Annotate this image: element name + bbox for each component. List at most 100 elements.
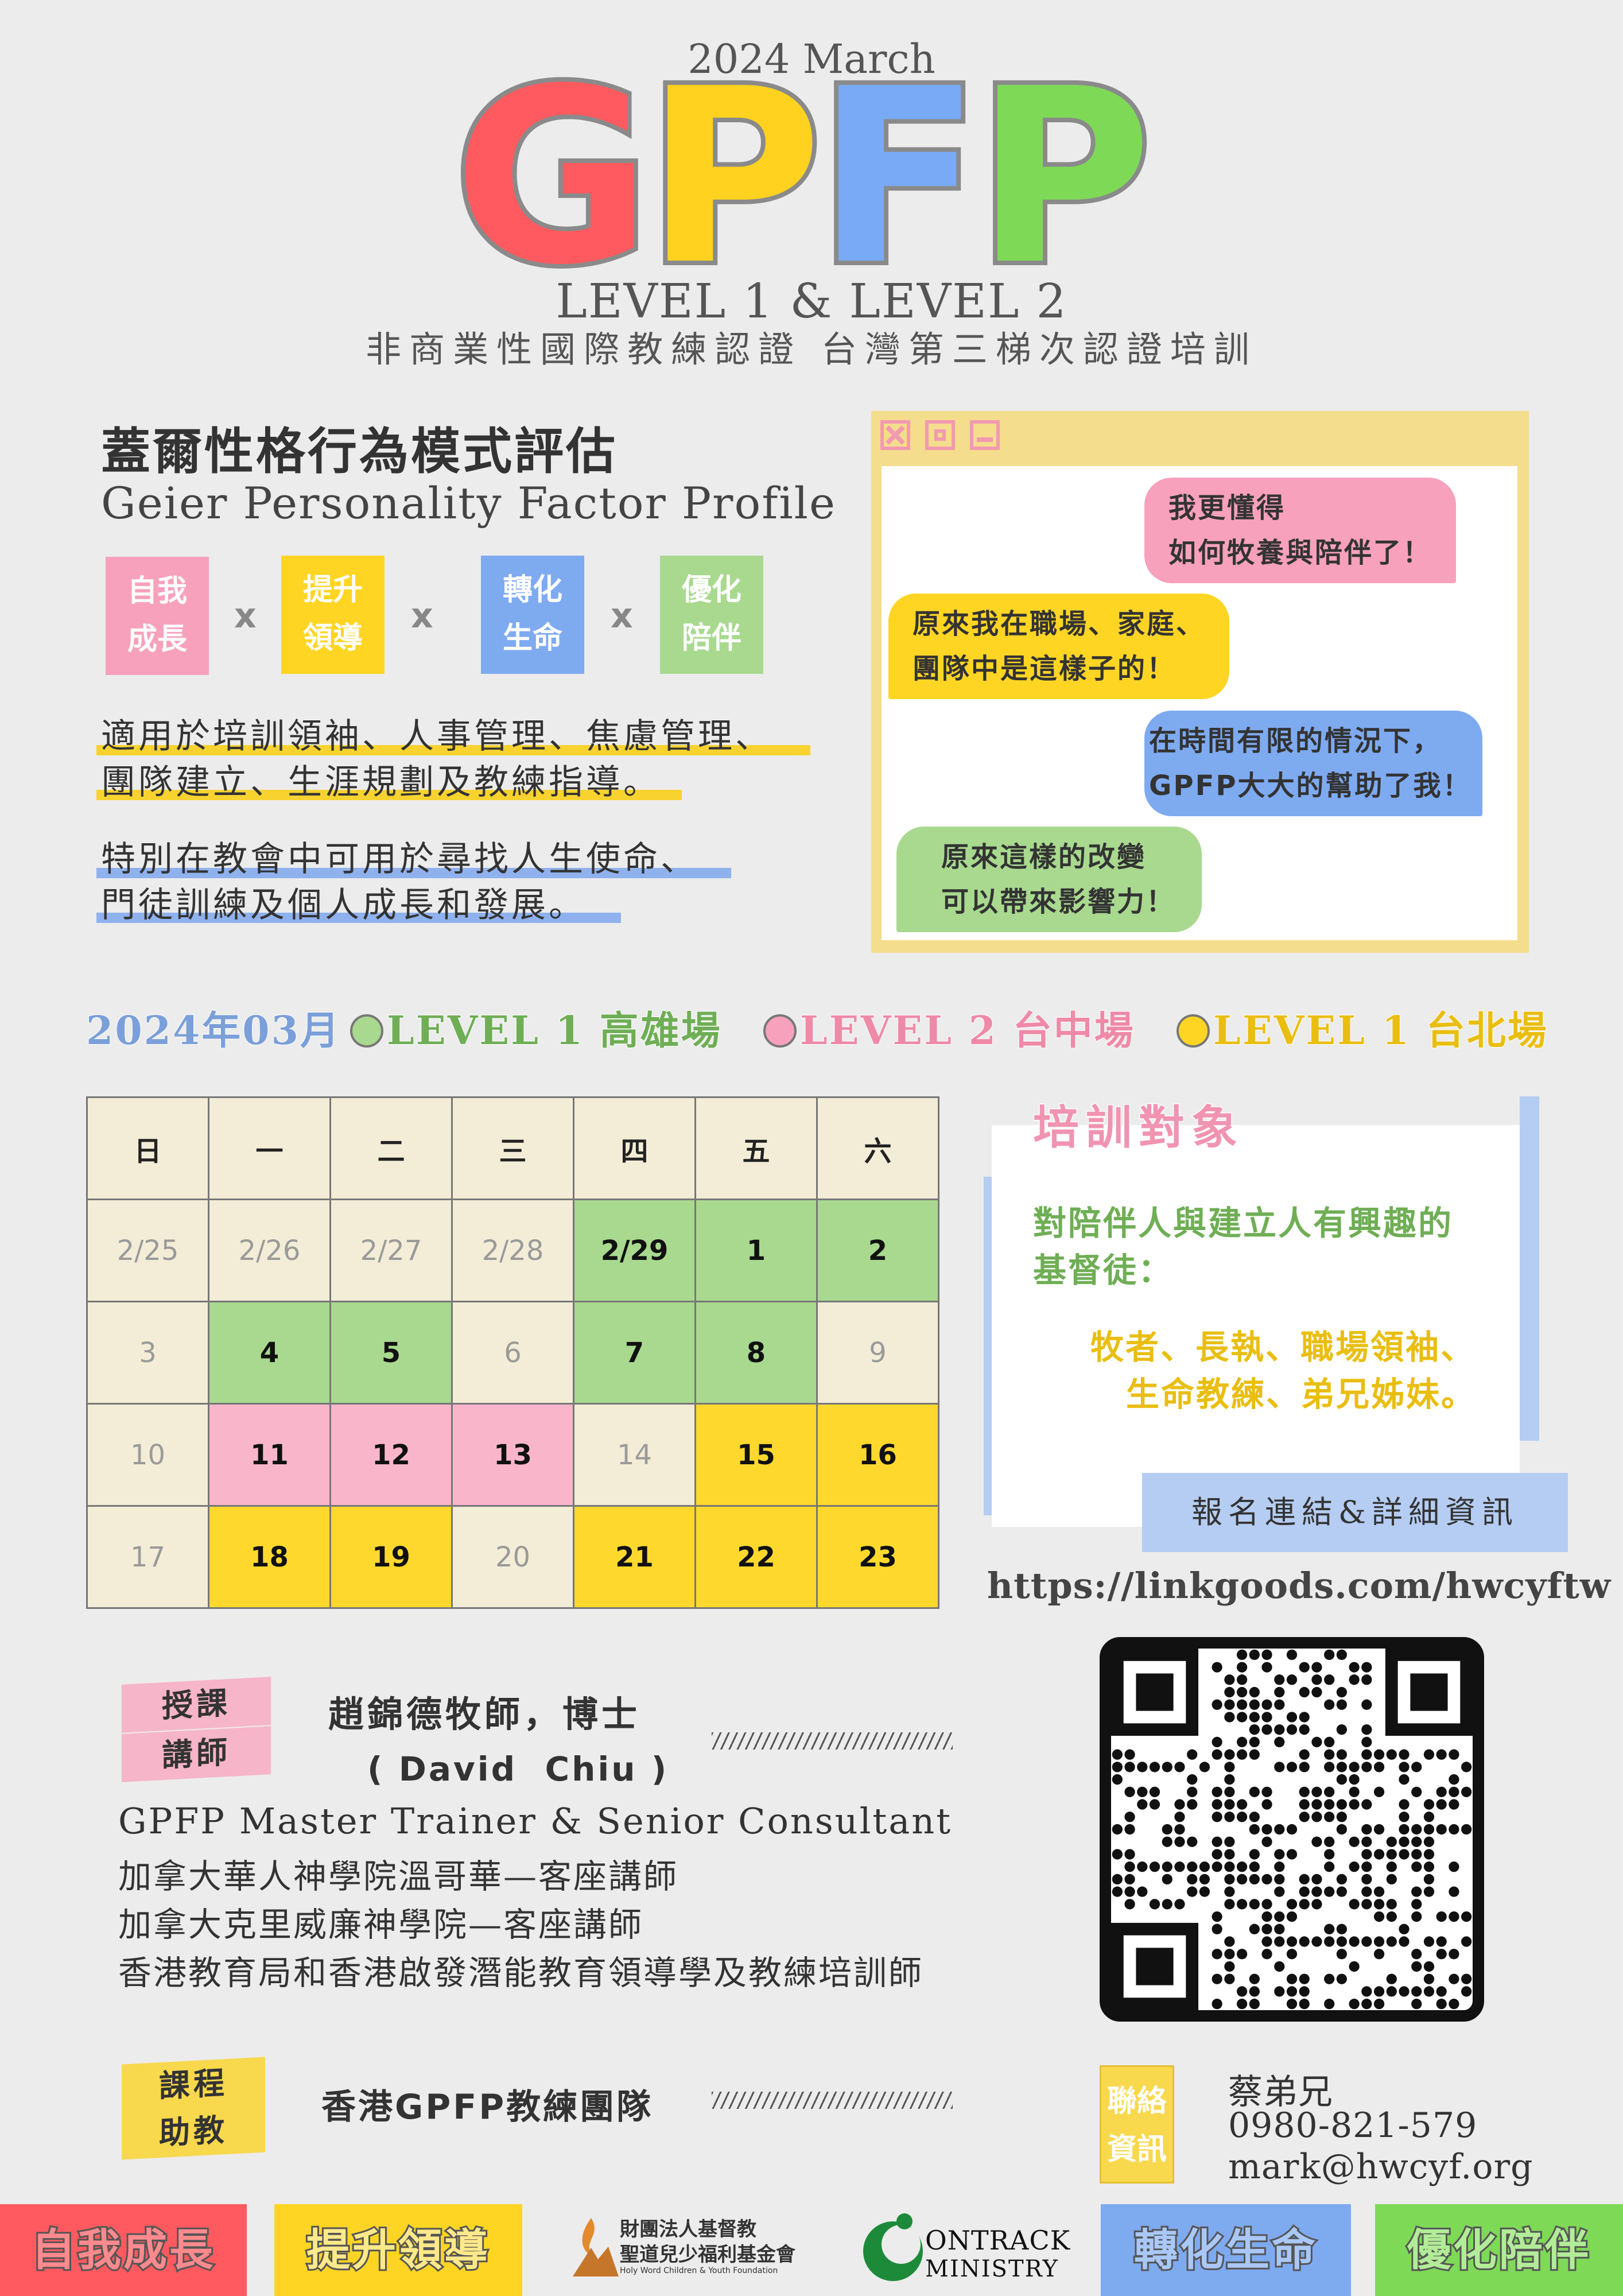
qr-module bbox=[1449, 1949, 1459, 1960]
qr-module bbox=[1311, 1674, 1322, 1685]
calendar-day: 7 bbox=[573, 1301, 696, 1405]
qr-module bbox=[1324, 1886, 1335, 1897]
qr-module bbox=[1224, 1886, 1235, 1897]
qr-module bbox=[1336, 1812, 1348, 1822]
qr-module bbox=[1461, 1936, 1472, 1947]
contact-phone[interactable]: 0980-821-579 bbox=[1228, 2105, 1478, 2146]
qr-module bbox=[1174, 1762, 1185, 1773]
qr-module bbox=[1411, 1849, 1422, 1860]
qr-module bbox=[1224, 1762, 1235, 1773]
qr-module bbox=[1236, 1662, 1248, 1673]
qr-module bbox=[1311, 1886, 1322, 1897]
contact-email[interactable]: mark@hwcyf.org bbox=[1228, 2147, 1533, 2187]
register-link[interactable]: https://linkgoods.com/hwcyftw bbox=[987, 1565, 1612, 1607]
qr-module bbox=[1336, 1699, 1348, 1710]
register-button[interactable]: 報名連結&詳細資訊 bbox=[1142, 1473, 1568, 1552]
weekday-header: 二 bbox=[329, 1096, 453, 1200]
qr-module bbox=[1361, 1824, 1372, 1835]
qr-module bbox=[1162, 1899, 1172, 1910]
calendar-day: 18 bbox=[208, 1505, 331, 1609]
qr-module bbox=[1261, 1699, 1272, 1710]
qr-module bbox=[1299, 1986, 1310, 1997]
ontrack-globe-icon bbox=[863, 2213, 923, 2281]
qr-module bbox=[1349, 1836, 1360, 1847]
qr-code[interactable] bbox=[1100, 1637, 1484, 2022]
assistant-team: 香港GPFP教練團隊 bbox=[321, 2087, 654, 2127]
qr-module bbox=[1199, 1861, 1210, 1872]
qr-module bbox=[1436, 1749, 1447, 1760]
qr-module bbox=[1199, 1762, 1210, 1773]
qr-module bbox=[1187, 1874, 1198, 1885]
qr-finder bbox=[1136, 1948, 1174, 1985]
qr-module bbox=[1361, 1836, 1372, 1847]
qr-module bbox=[1187, 1786, 1198, 1797]
calendar-header-row: 日一二三四五六 bbox=[86, 1096, 939, 1200]
qr-module bbox=[1236, 1799, 1248, 1810]
bubble-line: 原來我在職場、家庭、 bbox=[913, 608, 1206, 640]
qr-module bbox=[1449, 1886, 1459, 1897]
qr-module bbox=[1249, 1973, 1260, 1984]
qr-module bbox=[1373, 1899, 1385, 1910]
calendar-day: 20 bbox=[451, 1505, 574, 1609]
qr-module bbox=[1423, 1986, 1435, 1997]
qr-module bbox=[1449, 1911, 1459, 1922]
qr-module bbox=[1274, 1762, 1285, 1773]
tag-companionship: 優化 陪伴 bbox=[660, 556, 763, 674]
calendar-day: 2/29 bbox=[573, 1199, 696, 1302]
target-line-4: 生命教練、弟兄姊妹。 bbox=[1126, 1375, 1477, 1414]
qr-module bbox=[1336, 1762, 1348, 1773]
org1-line3: Holy Word Children & Youth Foundation bbox=[620, 2266, 778, 2275]
qr-module bbox=[1236, 1674, 1248, 1685]
qr-finder bbox=[1410, 1673, 1448, 1711]
qr-module bbox=[1399, 1923, 1410, 1934]
org1-line1: 財團法人基督教 bbox=[620, 2218, 756, 2241]
weekday-header: 三 bbox=[451, 1096, 574, 1200]
qr-module bbox=[1311, 1686, 1322, 1698]
qr-module bbox=[1224, 1849, 1235, 1860]
ribbon-instructor-bottom: 講師 bbox=[122, 1726, 271, 1782]
qr-module bbox=[1112, 1774, 1123, 1785]
tag-leadership: 提升 領導 bbox=[281, 556, 385, 674]
qr-module bbox=[1236, 1861, 1248, 1872]
qr-module bbox=[1124, 1899, 1135, 1910]
qr-module bbox=[1261, 1712, 1272, 1723]
qr-module bbox=[1274, 1861, 1285, 1872]
ontrack-ministry-logo: ONTRACK MINISTRY bbox=[861, 2205, 1079, 2291]
qr-module bbox=[1386, 1899, 1397, 1910]
tag-line: 轉化 bbox=[502, 573, 562, 607]
qr-module bbox=[1361, 1999, 1372, 2010]
calendar-day: 2 bbox=[816, 1199, 939, 1302]
qr-module bbox=[1299, 1749, 1310, 1760]
calendar-week-row: 2/25 2/26 2/27 2/28 2/29 1 2 bbox=[86, 1199, 939, 1302]
intro-paragraph-2-line-1: 特別在教會中可用於尋找人生使命、 bbox=[101, 839, 698, 879]
target-title: 培訓對象 bbox=[1032, 1100, 1244, 1155]
qr-module bbox=[1274, 1724, 1285, 1735]
qr-code-graphic bbox=[1111, 1649, 1473, 2010]
bubble-line: 我更懂得 bbox=[1168, 492, 1286, 524]
qr-module bbox=[1224, 1699, 1235, 1710]
qr-module bbox=[1236, 1649, 1248, 1660]
qr-module bbox=[1236, 1686, 1248, 1698]
target-line-1: 對陪伴人與建立人有興趣的 bbox=[1033, 1204, 1454, 1243]
qr-module bbox=[1324, 1923, 1335, 1934]
credential-3: 加拿大克里威廉神學院—客座講師 bbox=[118, 1905, 644, 1944]
bubble-line: GPFP大大的幫助了我！ bbox=[1149, 770, 1472, 802]
qr-module bbox=[1423, 1836, 1435, 1847]
qr-module bbox=[1411, 1999, 1422, 2010]
qr-module bbox=[1361, 1799, 1372, 1810]
qr-module bbox=[1349, 1899, 1360, 1910]
qr-module bbox=[1286, 1936, 1298, 1947]
qr-module bbox=[1124, 1886, 1135, 1897]
qr-module bbox=[1461, 1911, 1472, 1922]
calendar-day: 4 bbox=[208, 1301, 331, 1405]
qr-module bbox=[1411, 1886, 1422, 1897]
footer-companionship: 優化陪伴 bbox=[1375, 2204, 1623, 2296]
qr-module bbox=[1212, 1736, 1222, 1748]
org2-line1: ONTRACK bbox=[925, 2225, 1071, 2256]
qr-module bbox=[1249, 1699, 1260, 1710]
qr-module bbox=[1386, 1836, 1397, 1847]
qr-module bbox=[1436, 1986, 1447, 1997]
bubble-line: 團隊中是這樣子的！ bbox=[913, 653, 1177, 685]
qr-module bbox=[1336, 1936, 1348, 1947]
qr-module bbox=[1236, 1812, 1248, 1822]
